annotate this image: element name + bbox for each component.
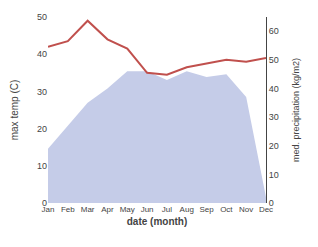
svg-text:10: 10 <box>37 161 47 171</box>
svg-text:date (month): date (month) <box>127 216 188 227</box>
svg-text:Jul: Jul <box>162 205 172 214</box>
svg-text:Sep: Sep <box>199 205 214 214</box>
svg-text:max temp (C): max temp (C) <box>9 80 20 141</box>
svg-text:40: 40 <box>269 84 279 94</box>
svg-text:Dec: Dec <box>259 205 273 214</box>
svg-text:20: 20 <box>37 124 47 134</box>
svg-text:30: 30 <box>269 112 279 122</box>
svg-text:Apr: Apr <box>101 205 114 214</box>
svg-text:med. precipitation (kg/m2): med. precipitation (kg/m2) <box>291 58 301 162</box>
svg-text:0: 0 <box>269 198 274 208</box>
svg-text:60: 60 <box>269 26 279 36</box>
svg-text:10: 10 <box>269 170 279 180</box>
svg-text:Feb: Feb <box>61 205 75 214</box>
svg-text:Oct: Oct <box>220 205 233 214</box>
svg-text:40: 40 <box>37 49 47 59</box>
svg-text:Aug: Aug <box>180 205 194 214</box>
svg-text:30: 30 <box>37 87 47 97</box>
svg-text:20: 20 <box>269 141 279 151</box>
svg-text:Mar: Mar <box>81 205 95 214</box>
svg-text:50: 50 <box>269 55 279 65</box>
svg-text:Nov: Nov <box>239 205 253 214</box>
svg-text:May: May <box>120 205 135 214</box>
svg-text:Jan: Jan <box>42 205 55 214</box>
svg-text:Jun: Jun <box>141 205 154 214</box>
svg-text:0: 0 <box>42 198 47 208</box>
svg-text:50: 50 <box>37 12 47 22</box>
